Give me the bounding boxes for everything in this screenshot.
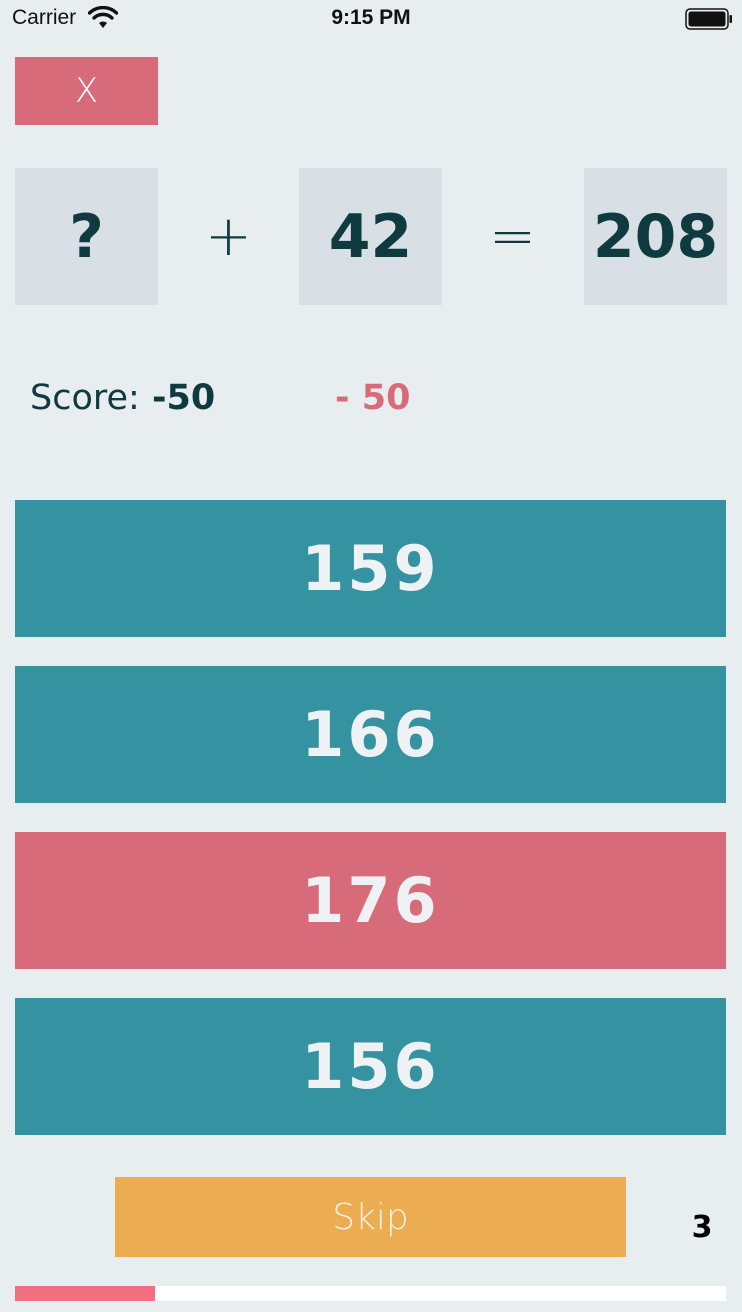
- close-button[interactable]: X: [15, 57, 158, 125]
- skip-button[interactable]: Skip: [115, 1177, 626, 1257]
- answer-button-wrong[interactable]: 176: [15, 832, 726, 969]
- answer-button[interactable]: 166: [15, 666, 726, 803]
- status-time: 9:15 PM: [331, 6, 411, 29]
- status-bar: Carrier 9:15 PM: [0, 0, 742, 38]
- score-delta: - 50: [335, 378, 411, 418]
- wifi-icon: [88, 6, 118, 28]
- plus-operator: +: [205, 204, 252, 269]
- score-value: -50: [152, 378, 216, 418]
- progress-bar: [15, 1286, 726, 1301]
- answer-button[interactable]: 156: [15, 998, 726, 1135]
- equals-operator: =: [489, 204, 536, 269]
- second-operand: 42: [299, 168, 442, 305]
- skip-counter: 3: [691, 1210, 713, 1245]
- answer-button[interactable]: 159: [15, 500, 726, 637]
- equation-result: 208: [584, 168, 727, 305]
- carrier-label: Carrier: [12, 6, 77, 29]
- progress-fill: [15, 1286, 156, 1301]
- unknown-operand: ?: [15, 168, 158, 305]
- battery-icon: [685, 8, 732, 30]
- score-label: Score:: [30, 378, 140, 418]
